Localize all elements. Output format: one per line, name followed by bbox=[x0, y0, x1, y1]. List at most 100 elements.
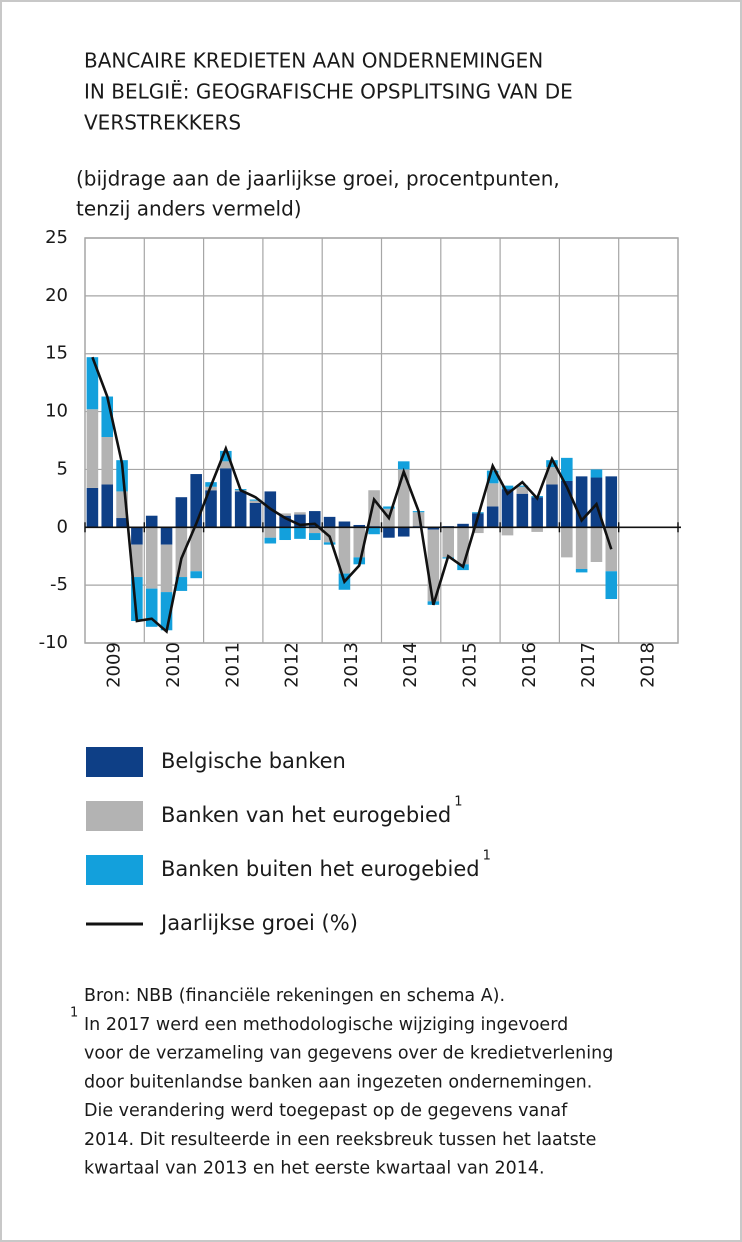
bar-segment bbox=[605, 476, 618, 528]
bar-segment bbox=[516, 486, 529, 494]
bar-segment bbox=[457, 523, 469, 528]
bar-segment bbox=[590, 469, 603, 478]
bar-segment bbox=[486, 506, 499, 528]
legend-swatch bbox=[86, 855, 143, 885]
bar-segment bbox=[294, 527, 306, 539]
bar-segment bbox=[531, 497, 543, 528]
bar-segment bbox=[86, 357, 99, 410]
chart-subtitle: tenzij anders vermeld) bbox=[76, 197, 302, 221]
bar-segment bbox=[338, 527, 351, 574]
x-tick-label: 2016 bbox=[519, 642, 540, 688]
bar-segment bbox=[131, 544, 143, 578]
bar-segment bbox=[442, 527, 454, 558]
x-tick-label: 2013 bbox=[341, 642, 362, 688]
bar-segment bbox=[309, 527, 321, 534]
bar-segment bbox=[116, 518, 128, 528]
bar-segment bbox=[160, 527, 173, 545]
legend-note-mark: 1 bbox=[454, 795, 462, 810]
bar-segment bbox=[397, 461, 410, 470]
bar-segment bbox=[338, 521, 351, 528]
legend-swatch bbox=[86, 747, 143, 777]
bar-segment bbox=[546, 484, 558, 528]
bar-segment bbox=[234, 491, 247, 528]
bar-segment bbox=[561, 527, 573, 558]
chart-title: VERSTREKKERS bbox=[84, 111, 241, 135]
bar-segment bbox=[397, 469, 410, 528]
bar-segment bbox=[501, 489, 514, 528]
bar-segment bbox=[427, 529, 440, 602]
bar-segment bbox=[86, 409, 99, 488]
bar-segment bbox=[472, 527, 484, 534]
bar-segment bbox=[516, 485, 529, 487]
bar-segment bbox=[220, 468, 232, 528]
bar-segment bbox=[264, 537, 277, 544]
bar-segment bbox=[501, 485, 514, 490]
bar-segment bbox=[249, 502, 262, 528]
bar-segment bbox=[131, 527, 143, 545]
legend-label: Belgische banken bbox=[161, 749, 346, 773]
bar-segment bbox=[501, 527, 514, 536]
bar-segment bbox=[575, 568, 588, 573]
x-tick-label: 2012 bbox=[282, 642, 303, 688]
bar-segment bbox=[457, 527, 469, 565]
line-series bbox=[91, 356, 613, 634]
y-tick-label: 5 bbox=[57, 458, 68, 479]
bar-segment bbox=[309, 533, 321, 541]
bar-segment bbox=[353, 527, 366, 558]
chart-title: IN BELGIË: GEOGRAFISCHE OPSPLITSING VAN … bbox=[84, 80, 573, 104]
bar-segment bbox=[264, 527, 277, 538]
bar-segment bbox=[486, 483, 499, 507]
bar-segment bbox=[175, 497, 188, 528]
bar-segment bbox=[160, 544, 173, 593]
bar-segment bbox=[323, 542, 336, 545]
bar-segment bbox=[279, 515, 291, 528]
x-tick-label: 2018 bbox=[637, 642, 658, 688]
bar-segment bbox=[294, 514, 306, 528]
bar-segment bbox=[294, 512, 306, 515]
bar-segment bbox=[116, 491, 128, 519]
bar-segment bbox=[131, 577, 143, 622]
bar-segment bbox=[427, 527, 440, 530]
bar-segment bbox=[368, 527, 380, 535]
bar-segment bbox=[160, 592, 173, 631]
bar-segment bbox=[220, 461, 232, 469]
legend-note-mark: 1 bbox=[483, 849, 491, 864]
y-tick-label: 25 bbox=[45, 227, 68, 248]
bar-segment bbox=[145, 527, 158, 589]
legend-label: Banken van het eurogebied bbox=[161, 803, 451, 827]
bar-segment bbox=[575, 527, 588, 569]
bar-segment bbox=[383, 527, 395, 538]
y-tick-label: -10 bbox=[39, 632, 68, 653]
x-tick-label: 2017 bbox=[578, 642, 599, 688]
bar-segment bbox=[86, 487, 99, 528]
bar-segment bbox=[190, 527, 202, 572]
bar-segment bbox=[190, 474, 202, 528]
bar-segment bbox=[279, 527, 291, 541]
note-line: In 2017 werd een methodologische wijzigi… bbox=[84, 1015, 568, 1035]
note-line: door buitenlandse banken aan ingezeten o… bbox=[84, 1072, 592, 1092]
bar-segment bbox=[590, 527, 603, 562]
note-line: 2014. Dit resulteerde in een reeksbreuk … bbox=[84, 1130, 596, 1150]
bar-segment bbox=[486, 470, 499, 484]
source: Bron: NBB (financiële rekeningen en sche… bbox=[84, 986, 505, 1006]
y-tick-label: -5 bbox=[50, 574, 68, 595]
bar-segment bbox=[531, 527, 543, 532]
bar-segment bbox=[309, 511, 321, 528]
bar-segment bbox=[605, 571, 618, 600]
bar-segment bbox=[175, 527, 188, 578]
bar-segment bbox=[575, 476, 588, 528]
bar-segment bbox=[383, 506, 395, 509]
note-mark: 1 bbox=[70, 1006, 78, 1021]
y-tick-label: 10 bbox=[45, 401, 68, 422]
bar-segment bbox=[101, 484, 114, 528]
bar-segment bbox=[101, 396, 114, 438]
bar-segment bbox=[220, 450, 232, 462]
bar-segment bbox=[323, 527, 336, 543]
note-line: voor de verzameling van gegevens over de… bbox=[84, 1044, 613, 1064]
y-tick-label: 20 bbox=[45, 285, 68, 306]
x-tick-label: 2014 bbox=[400, 642, 421, 688]
bar-segment bbox=[353, 524, 366, 528]
bar-segment bbox=[205, 490, 217, 528]
